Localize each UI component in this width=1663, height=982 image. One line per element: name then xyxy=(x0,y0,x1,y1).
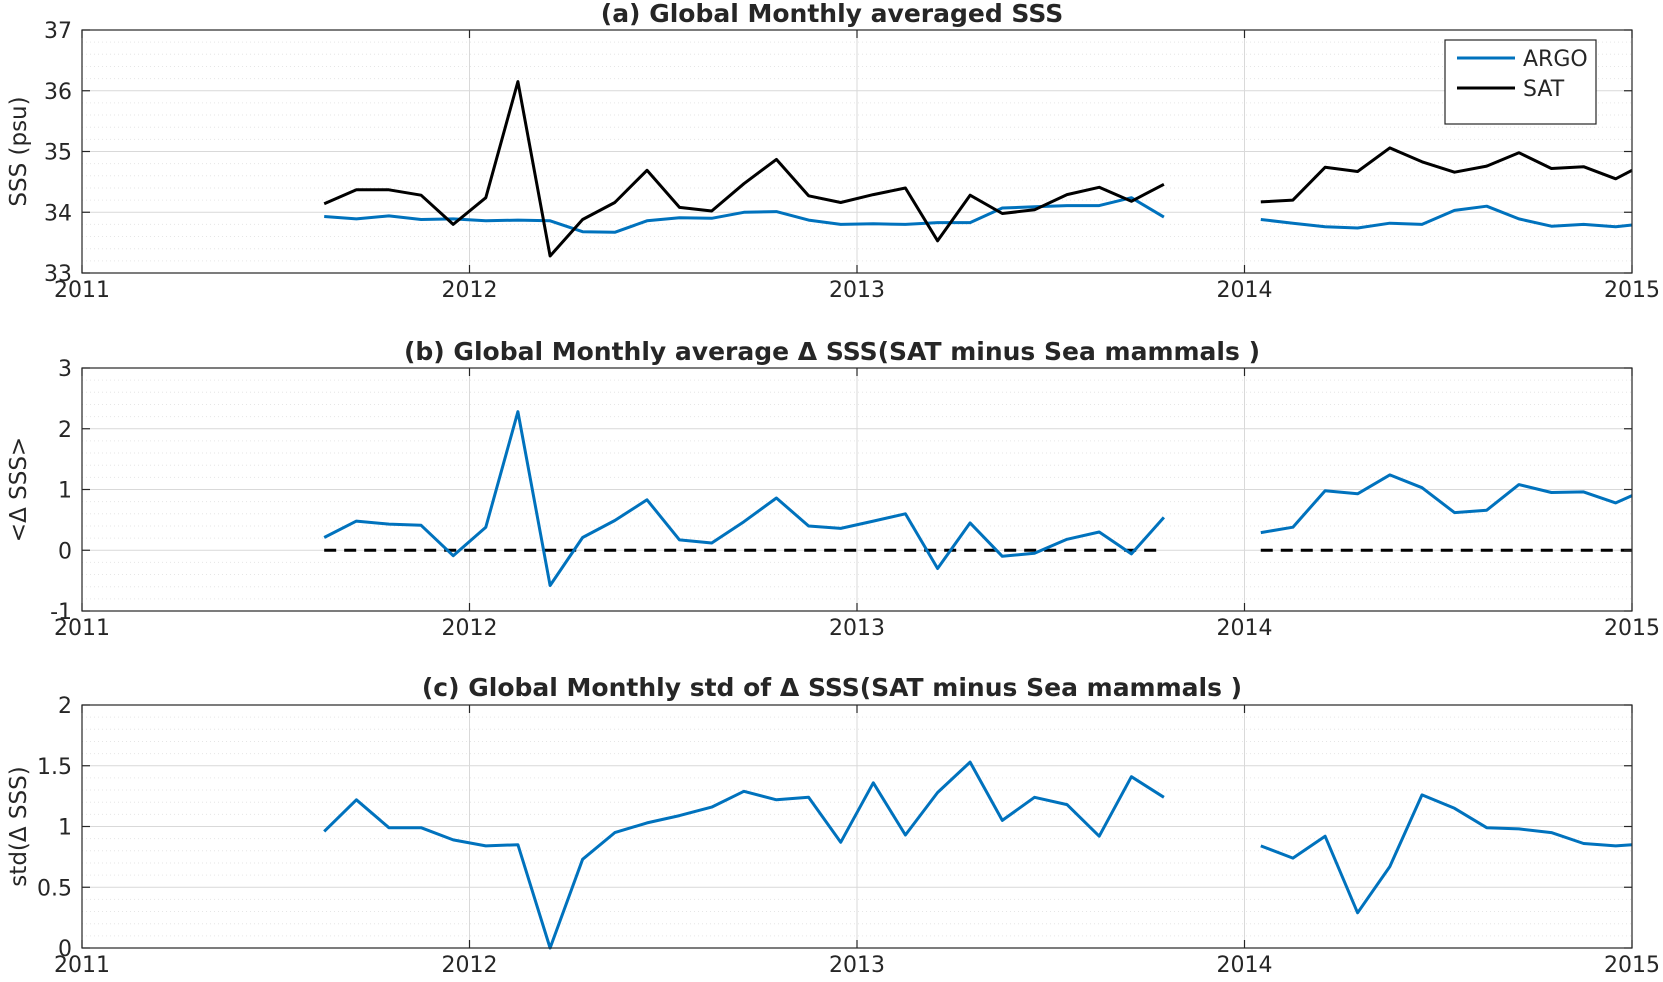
series-line xyxy=(1260,793,1633,915)
x-tick-label: 2014 xyxy=(1217,278,1273,303)
chart-title: (a) Global Monthly averaged SSS xyxy=(601,0,1063,28)
y-tick-label: 3 xyxy=(58,357,72,382)
chart-title: (b) Global Monthly average Δ SSS(SAT min… xyxy=(404,337,1260,366)
series-line xyxy=(1260,473,1633,535)
series-argo xyxy=(324,196,1633,234)
y-axis-label: SSS (psu) xyxy=(6,96,32,206)
x-tick-label: 2013 xyxy=(829,616,885,641)
x-tick-label: 2013 xyxy=(829,278,885,303)
series-0 xyxy=(323,760,1633,950)
y-tick-label: 2 xyxy=(58,694,72,719)
x-tick-label: 2012 xyxy=(442,616,498,641)
x-tick-label: 2012 xyxy=(442,278,498,303)
y-tick-label: 1 xyxy=(58,479,72,504)
x-tick-label: 2015 xyxy=(1604,278,1660,303)
series-0 xyxy=(323,410,1633,587)
x-tick-label: 2011 xyxy=(54,953,110,978)
y-axis-label: <Δ SSS> xyxy=(6,437,32,542)
x-tick-label: 2015 xyxy=(1604,953,1660,978)
y-tick-label: 0 xyxy=(58,937,72,962)
y-tick-label: 1 xyxy=(58,816,72,841)
series-sat xyxy=(323,80,1633,258)
x-tick-label: 2011 xyxy=(54,278,110,303)
legend: ARGO SAT xyxy=(1444,39,1597,125)
y-tick-label: 1.5 xyxy=(37,755,72,780)
legend-label: ARGO xyxy=(1523,47,1588,72)
y-tick-label: -1 xyxy=(50,600,72,625)
legend-label: SAT xyxy=(1523,77,1565,102)
y-tick-label: 33 xyxy=(44,262,72,287)
y-tick-label: 0 xyxy=(58,539,72,564)
y-tick-label: 0.5 xyxy=(37,876,72,901)
y-tick-label: 37 xyxy=(44,19,72,44)
legend-box xyxy=(1444,39,1597,125)
x-tick-label: 2014 xyxy=(1217,953,1273,978)
series-line xyxy=(1260,204,1633,230)
series-line xyxy=(324,196,1165,234)
panel-c: 2011 2012 2013 2014 2015 0 0.5 1 1.5 2 (c) Global … xyxy=(6,673,1660,978)
y-tick-label: 36 xyxy=(44,80,72,105)
x-tick-label: 2012 xyxy=(442,953,498,978)
series-line xyxy=(1260,146,1633,204)
x-tick-label: 2015 xyxy=(1604,616,1660,641)
y-tick-label: 2 xyxy=(58,418,72,443)
y-tick-label: 35 xyxy=(44,141,72,166)
chart-title: (c) Global Monthly std of Δ SSS(SAT minu… xyxy=(422,673,1242,702)
x-tick-label: 2013 xyxy=(829,953,885,978)
series-line xyxy=(323,760,1165,950)
x-tick-label: 2014 xyxy=(1217,616,1273,641)
panel-a: 2011 2012 2013 2014 2015 33 34 35 36 37 (a) Global… xyxy=(6,0,1660,303)
series-line xyxy=(323,410,1166,587)
y-axis-label: std(Δ SSS) xyxy=(6,766,32,886)
y-tick-label: 34 xyxy=(44,201,72,226)
x-tick-label: 2011 xyxy=(54,616,110,641)
panel-b: 2011 2012 2013 2014 2015 -1 0 1 2 3 (b) Global Mon… xyxy=(6,337,1660,641)
series-line xyxy=(323,80,1165,258)
